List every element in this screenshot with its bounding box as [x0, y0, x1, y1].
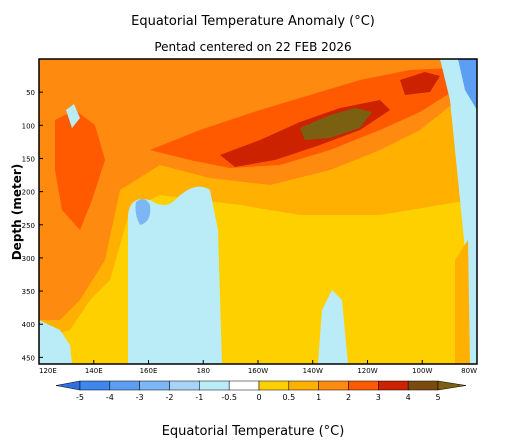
- colorbar-swatch: [318, 380, 349, 391]
- colorbar-swatch: [378, 380, 409, 391]
- y-tick-label: 350: [22, 288, 35, 296]
- x-tick-label: 140W: [303, 367, 323, 375]
- y-tick-label: 150: [22, 155, 35, 163]
- colorbar-title: Equatorial Temperature (°C): [161, 424, 345, 439]
- colorbar-swatch: [199, 380, 230, 391]
- heatmap-field: [39, 59, 477, 364]
- colorbar-arrow-left: [55, 380, 81, 391]
- y-tick-label: 300: [22, 255, 35, 263]
- colorbar-level-label: -3: [136, 393, 144, 402]
- colorbar-swatch: [228, 380, 260, 391]
- colorbar-swatch: [288, 380, 319, 391]
- colorbar-swatch: [79, 380, 111, 391]
- colorbar: -5 -4 -3 -2 -1 -0.5 0 0.5 1 2 3 4 5: [55, 380, 467, 402]
- colorbar-level-label: 4: [406, 393, 411, 402]
- x-tick-label: 80W: [461, 367, 477, 375]
- y-tick-label: 250: [22, 222, 35, 230]
- colorbar-swatch: [139, 380, 170, 391]
- colorbar-level-label: 5: [435, 393, 440, 402]
- colorbar-level-label: -2: [166, 393, 174, 402]
- colorbar-level-label: 1: [316, 393, 321, 402]
- x-tick-label: 140E: [85, 367, 103, 375]
- colorbar-level-label: 2: [346, 393, 351, 402]
- colorbar-level-label: -4: [106, 393, 114, 402]
- y-tick-label: 200: [22, 189, 35, 197]
- colorbar-swatch: [407, 380, 439, 391]
- colorbar-swatch: [258, 380, 290, 391]
- colorbar-swatch: [348, 380, 379, 391]
- y-tick-label: 450: [22, 354, 35, 362]
- x-tick-label: 120W: [357, 367, 377, 375]
- x-tick-label: 160W: [248, 367, 268, 375]
- x-tick-label: 120E: [39, 367, 57, 375]
- colorbar-level-label: -5: [76, 393, 84, 402]
- x-tick-label: 180: [197, 367, 210, 375]
- colorbar-level-label: -0.5: [221, 393, 237, 402]
- chart-subtitle: Pentad centered on 22 FEB 2026: [154, 40, 352, 54]
- y-tick-label: 400: [22, 321, 35, 329]
- colorbar-level-label: 0: [256, 393, 261, 402]
- x-tick-label: 100W: [412, 367, 432, 375]
- colorbar-arrow-right: [437, 380, 467, 391]
- colorbar-level-label: -1: [195, 393, 203, 402]
- colorbar-swatch: [109, 380, 140, 391]
- x-axis: 120E 140E 160E 180 160W 140W 120W 100W 80W: [38, 360, 478, 375]
- y-tick-label: 100: [22, 122, 35, 130]
- colorbar-level-label: 3: [376, 393, 381, 402]
- y-axis: 50 100 150 200 250 300 350 400 450: [22, 89, 43, 362]
- chart-title: Equatorial Temperature Anomaly (°C): [131, 14, 375, 29]
- y-tick-label: 50: [26, 89, 35, 97]
- x-tick-label: 160E: [140, 367, 158, 375]
- colorbar-level-label: 0.5: [282, 393, 295, 402]
- colorbar-swatch: [169, 380, 200, 391]
